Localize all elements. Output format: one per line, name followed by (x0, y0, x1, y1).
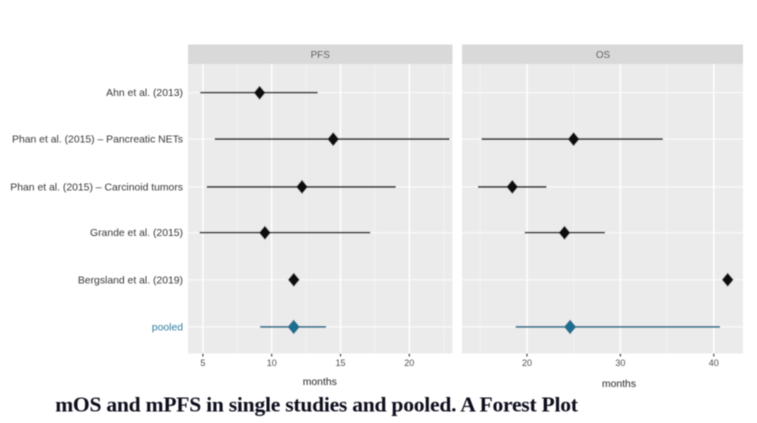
svg-text:15: 15 (335, 358, 345, 368)
svg-text:40: 40 (709, 358, 719, 368)
svg-text:mOS and mPFS in single studies: mOS and mPFS in single studies and poole… (55, 392, 579, 416)
svg-text:20: 20 (404, 358, 414, 368)
svg-text:Phan et al. (2015) – Pancreati: Phan et al. (2015) – Pancreatic NETs (12, 135, 183, 146)
svg-text:5: 5 (200, 358, 205, 368)
svg-text:Bergsland et al. (2019): Bergsland et al. (2019) (78, 275, 183, 286)
svg-text:months: months (303, 377, 337, 388)
svg-text:20: 20 (522, 358, 532, 368)
svg-text:months: months (602, 379, 636, 390)
svg-text:Ahn et al. (2013): Ahn et al. (2013) (106, 88, 183, 99)
svg-text:10: 10 (267, 358, 277, 368)
svg-text:pooled: pooled (152, 322, 183, 333)
svg-text:Grande et al. (2015): Grande et al. (2015) (90, 228, 183, 239)
svg-text:30: 30 (615, 358, 625, 368)
svg-text:Phan et al. (2015) – Carcinoid: Phan et al. (2015) – Carcinoid tumors (10, 182, 183, 193)
svg-text:PFS: PFS (311, 50, 331, 61)
svg-text:OS: OS (596, 50, 611, 61)
